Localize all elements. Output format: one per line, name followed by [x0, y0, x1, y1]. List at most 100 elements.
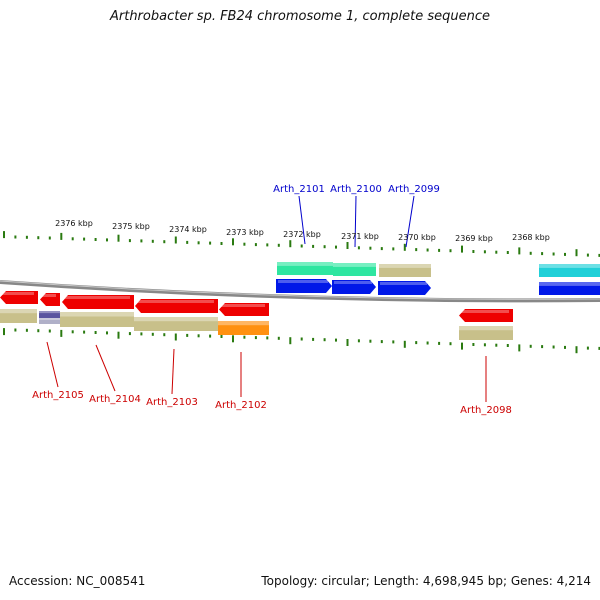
- minor-tick: [495, 250, 498, 254]
- cds-reverse-arrow: [459, 309, 513, 322]
- feature-grey-block: [39, 318, 60, 324]
- minor-tick: [541, 345, 544, 349]
- gene-label: Arth_2104: [89, 394, 141, 405]
- gene-label: Arth_2099: [388, 184, 440, 195]
- minor-tick: [151, 239, 154, 243]
- leader-line: [405, 195, 415, 248]
- major-tick: [174, 236, 177, 244]
- gene-label: Arth_2101: [273, 184, 325, 195]
- feature-tan-block-shine: [60, 312, 134, 317]
- accession-text: Accession: NC_008541: [9, 574, 146, 588]
- minor-tick: [197, 334, 200, 338]
- minor-tick: [415, 248, 418, 252]
- feature-purple-block-shine: [39, 311, 60, 314]
- minor-tick: [564, 345, 566, 349]
- cds-forward-block-shine: [539, 282, 600, 286]
- major-tick: [232, 238, 234, 246]
- major-tick: [117, 331, 120, 339]
- gene-label: Arth_2105: [32, 390, 84, 401]
- minor-tick: [209, 334, 212, 338]
- minor-tick: [128, 239, 131, 243]
- cds-reverse-arrow-shine: [42, 294, 56, 297]
- minor-tick: [483, 250, 486, 254]
- minor-tick: [415, 341, 418, 345]
- minor-tick: [449, 342, 452, 346]
- cds-reverse-arrow: [62, 295, 134, 309]
- major-tick: [461, 342, 463, 350]
- label-leader-lines: [46, 195, 487, 402]
- minor-tick: [529, 344, 532, 348]
- minor-tick: [83, 237, 86, 241]
- minor-tick: [380, 340, 383, 344]
- major-tick: [3, 231, 5, 239]
- gene-label: Arth_2100: [330, 184, 382, 195]
- minor-tick: [277, 243, 280, 247]
- minor-tick: [380, 247, 383, 251]
- feature-tan-block: [459, 326, 513, 340]
- cds-reverse-arrow-shine: [64, 296, 130, 299]
- minor-tick: [71, 237, 74, 241]
- feature-tan-block: [379, 264, 431, 277]
- summary-text: Topology: circular; Length: 4,698,945 bp…: [261, 574, 591, 588]
- feature-grey-block-shine: [39, 318, 60, 320]
- minor-tick: [426, 248, 429, 252]
- minor-tick: [37, 236, 40, 240]
- minor-tick: [277, 336, 280, 340]
- feature-tan-block-shine: [134, 317, 218, 322]
- major-tick: [232, 335, 234, 343]
- feature-tan-block: [60, 312, 134, 327]
- major-tick: [174, 333, 177, 341]
- minor-tick: [140, 332, 143, 336]
- major-tick: [60, 232, 63, 240]
- major-tick: [346, 339, 349, 346]
- major-tick: [518, 344, 521, 352]
- cds-forward-block: [539, 282, 600, 295]
- leader-line: [95, 344, 116, 392]
- scale-label: 2375 kbp: [112, 222, 150, 231]
- feature-orange-block-shine: [218, 321, 269, 326]
- minor-tick: [541, 252, 544, 256]
- leader-line: [354, 195, 357, 248]
- minor-tick: [335, 245, 337, 249]
- map-title: Arthrobacter sp. FB24 chromosome 1, comp…: [109, 9, 491, 24]
- minor-tick: [163, 333, 166, 337]
- minor-tick: [266, 336, 269, 340]
- minor-tick: [186, 333, 189, 337]
- major-tick: [518, 247, 521, 255]
- feature-tan-block-shine: [379, 264, 431, 268]
- gene-label: Arth_2102: [215, 400, 267, 411]
- feature-tan-block-shine: [0, 309, 37, 314]
- minor-tick: [598, 253, 600, 257]
- minor-tick: [335, 338, 337, 342]
- minor-tick: [323, 338, 326, 342]
- gene-labels: Arth_2101 Arth_2100 Arth_2099 Arth_2105 Arth…: [32, 184, 512, 416]
- minor-tick: [266, 243, 269, 247]
- minor-tick: [323, 245, 326, 249]
- minor-tick: [83, 330, 86, 334]
- feature-green-block-shine: [277, 262, 333, 266]
- feature-tan-block: [134, 317, 218, 331]
- cds-forward-arrow-shine: [334, 281, 372, 284]
- minor-tick: [449, 249, 452, 253]
- major-tick: [575, 346, 578, 354]
- minor-tick: [197, 241, 200, 245]
- feature-tan-block: [0, 309, 37, 323]
- scale-label: 2368 kbp: [512, 233, 550, 242]
- minor-tick: [438, 341, 441, 345]
- minor-tick: [254, 243, 257, 247]
- minor-tick: [243, 242, 246, 246]
- cds-forward-arrow-shine: [278, 280, 328, 283]
- cds-forward-arrow: [276, 279, 332, 293]
- minor-tick: [426, 341, 429, 345]
- minor-tick: [312, 244, 315, 248]
- feature-purple-block: [39, 311, 60, 318]
- feature-track: [0, 262, 600, 340]
- minor-tick: [25, 328, 28, 332]
- minor-tick: [151, 332, 154, 336]
- major-tick: [3, 328, 5, 336]
- minor-tick: [37, 329, 40, 333]
- minor-tick: [254, 336, 257, 340]
- major-tick: [461, 245, 463, 253]
- scale-label: 2372 kbp: [283, 230, 321, 239]
- backbone-line: [0, 280, 600, 303]
